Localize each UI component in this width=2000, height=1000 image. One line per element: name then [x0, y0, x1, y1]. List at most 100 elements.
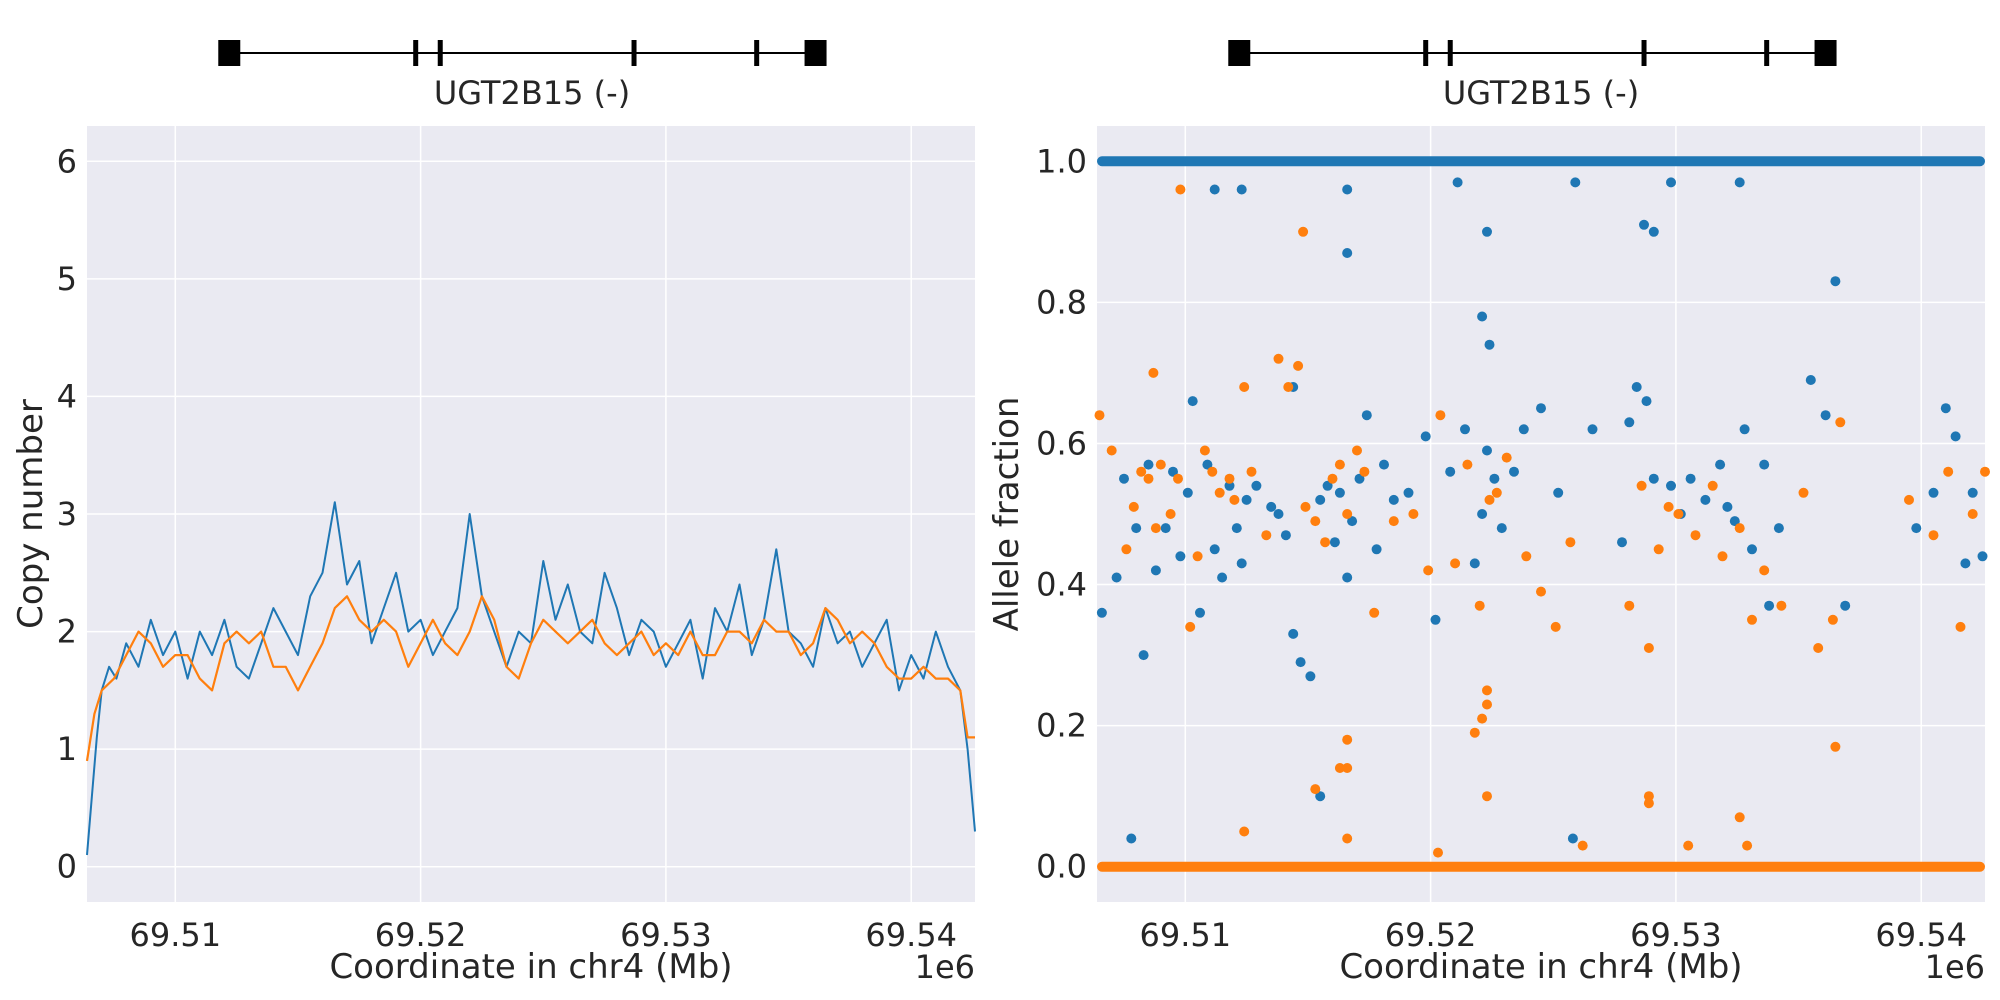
- scatter-point-2: [1136, 466, 1147, 477]
- scatter-point-2: [1653, 544, 1664, 555]
- y-tick-label: 4: [57, 377, 77, 415]
- scatter-point-2: [1293, 360, 1304, 371]
- gene-exon-mark: [1423, 40, 1429, 66]
- right-x-axis-label: Coordinate in chr4 (Mb): [1339, 947, 1742, 987]
- scatter-point-1: [1224, 480, 1235, 491]
- scatter-point-1: [1477, 509, 1488, 519]
- left-panel: UGT2B15 (-) 0 1 2 3 4 5 6 69.51 69.52 69.53 69.54…: [11, 40, 976, 987]
- gene-exon-block: [1228, 40, 1251, 66]
- scatter-point-1: [1288, 628, 1299, 639]
- scatter-point-1: [1342, 572, 1353, 583]
- scatter-point-2: [1229, 494, 1240, 505]
- scatter-point-1: [1329, 537, 1340, 548]
- series-line-2: [85, 595, 975, 762]
- scatter-point-2: [1943, 466, 1954, 477]
- scatter-point-2: [1369, 607, 1380, 618]
- scatter-point-2: [1462, 459, 1473, 470]
- y-tick-label: 2: [57, 613, 77, 651]
- scatter-point-1: [1587, 424, 1598, 435]
- scatter-point-1: [1131, 523, 1142, 534]
- scatter-point-2: [1663, 501, 1674, 512]
- scatter-point-1: [1950, 431, 1961, 442]
- gene-exon-block: [804, 40, 827, 66]
- scatter-point-2: [1342, 509, 1353, 519]
- scatter-point-2: [1683, 840, 1694, 851]
- x-tick-label: 69.51: [1140, 916, 1232, 954]
- scatter-point-2: [1491, 487, 1502, 498]
- right-y-ticks: 0.0 0.2 0.4 0.6 0.8 1.0: [1036, 142, 1087, 885]
- scatter-point-2: [1550, 621, 1561, 632]
- right-plot-area: [1097, 126, 1985, 902]
- right-gene-label: UGT2B15 (-): [1443, 74, 1639, 112]
- scatter-point-2: [1433, 847, 1443, 858]
- scatter-point-1: [1759, 459, 1770, 470]
- scatter-point-2: [1199, 445, 1210, 456]
- scatter-point-2: [1408, 509, 1419, 519]
- scatter-point-2: [1298, 226, 1309, 237]
- scatter-point-1: [1143, 459, 1154, 470]
- scatter-point-1: [1729, 516, 1740, 527]
- scatter-point-2: [1980, 466, 1990, 477]
- scatter-point-1: [1445, 466, 1456, 477]
- x-tick-label: 69.53: [620, 916, 712, 954]
- scatter-point-2: [1484, 494, 1495, 505]
- scatter-point-2: [1643, 643, 1654, 653]
- scatter-point-1: [1334, 487, 1345, 498]
- scatter-point-2: [1477, 713, 1488, 724]
- scatter-point-1: [1764, 600, 1775, 611]
- scatter-point-2: [1830, 741, 1841, 752]
- scatter-point-1: [1722, 501, 1733, 512]
- scatter-point-1: [1315, 791, 1326, 802]
- scatter-point-2: [1536, 586, 1546, 597]
- scatter-point-1: [1175, 551, 1186, 562]
- scatter-point-1: [1119, 473, 1129, 484]
- scatter-point-2: [1121, 544, 1132, 555]
- scatter-point-2: [1469, 727, 1480, 738]
- scatter-point-2: [1150, 523, 1161, 534]
- scatter-point-2: [1175, 184, 1186, 195]
- scatter-point-1: [1251, 480, 1262, 491]
- scatter-point-1: [1773, 523, 1784, 534]
- scatter-point-2: [1835, 417, 1846, 428]
- scatter-point-1: [1477, 311, 1488, 322]
- scatter-point-2: [1827, 614, 1838, 625]
- y-tick-label: 1: [57, 730, 77, 768]
- scatter-point-2: [1734, 812, 1745, 823]
- x-tick-label: 69.52: [375, 916, 467, 954]
- scatter-point-1: [1648, 226, 1659, 237]
- scatter-point-2: [1482, 791, 1492, 802]
- scatter-point-2: [1734, 523, 1745, 534]
- gene-exon-block: [218, 40, 241, 66]
- scatter-point-2: [1776, 600, 1787, 611]
- scatter-point-1: [1388, 494, 1399, 505]
- scatter-point-2: [1450, 558, 1461, 569]
- scatter-point-1: [1354, 473, 1365, 484]
- scatter-point-1: [1280, 530, 1291, 541]
- scatter-point-1: [1347, 516, 1358, 527]
- left-x-axis-label: Coordinate in chr4 (Mb): [329, 947, 732, 987]
- left-gene-track: UGT2B15 (-): [218, 40, 827, 112]
- scatter-point-1: [1150, 565, 1161, 576]
- left-y-axis-label: Copy number: [11, 399, 51, 629]
- y-tick-label: 0: [57, 848, 77, 886]
- scatter-point-2: [1423, 565, 1434, 576]
- scatter-point-2: [1501, 452, 1512, 463]
- scatter-point-1: [1305, 671, 1316, 682]
- scatter-point-2: [1334, 459, 1345, 470]
- left-x-offset-label: 1e6: [915, 948, 975, 986]
- scatter-point-2: [1207, 466, 1218, 477]
- x-tick-label: 69.54: [865, 916, 957, 954]
- scatter-point-2: [1955, 621, 1966, 632]
- scatter-point-2: [1342, 763, 1353, 773]
- scatter-point-1: [1361, 410, 1372, 421]
- scatter-point-1: [1617, 537, 1627, 548]
- scatter-point-1: [1315, 494, 1326, 505]
- scatter-point-2: [1643, 791, 1654, 802]
- scatter-point-1: [1096, 607, 1107, 618]
- gene-exon-mark: [1447, 40, 1453, 66]
- scatter-point-2: [1636, 480, 1647, 491]
- scatter-point-2: [1239, 382, 1250, 392]
- scatter-point-1: [1138, 650, 1149, 661]
- right-y-axis-label: Allele fraction: [987, 397, 1027, 632]
